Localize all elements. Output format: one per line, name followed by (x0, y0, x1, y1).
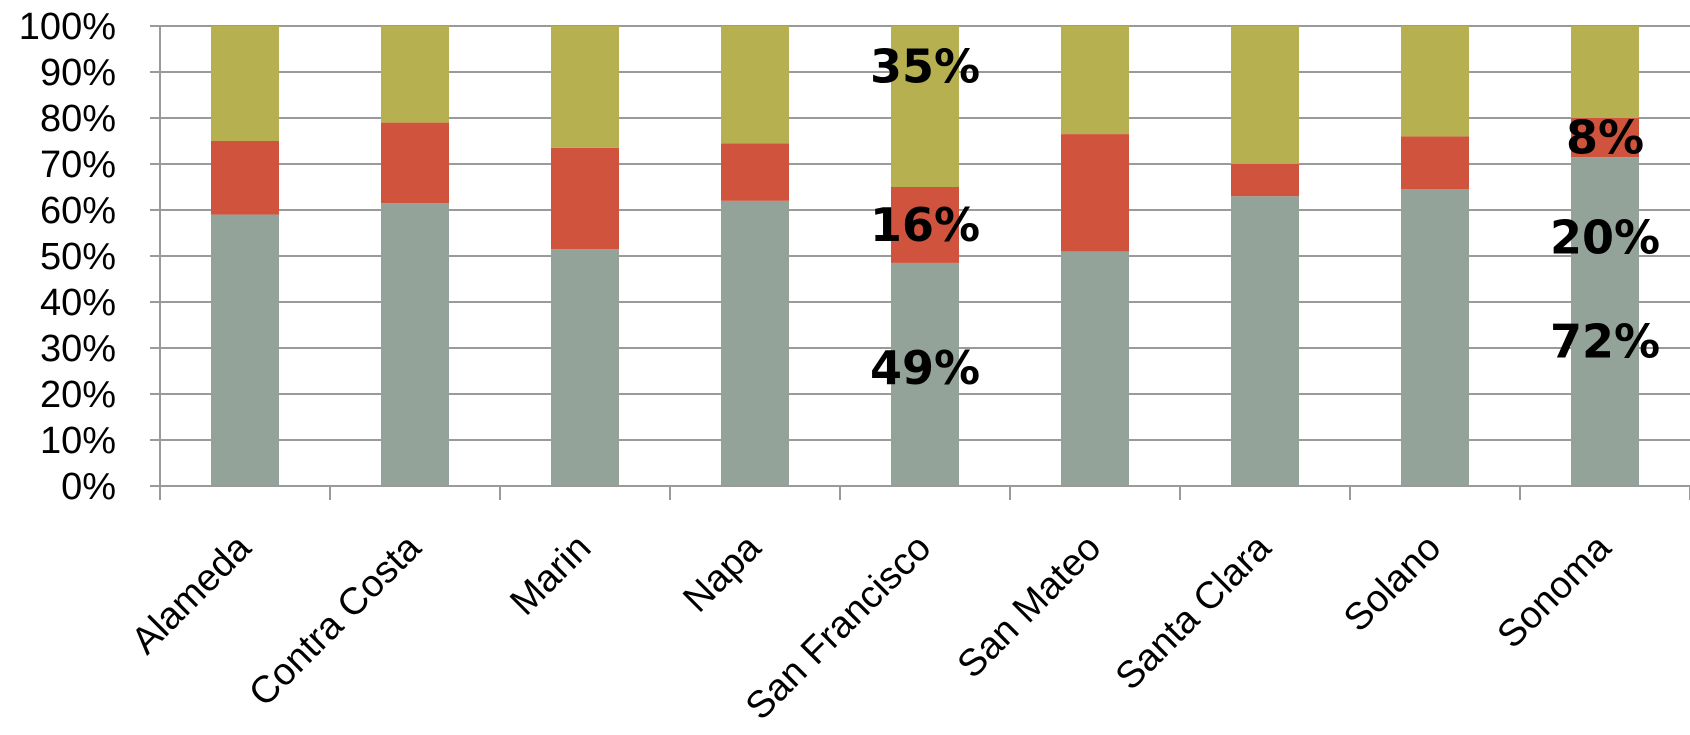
bar-segment (381, 26, 449, 123)
bar-segment (211, 214, 279, 486)
x-category-label: Napa (675, 526, 770, 621)
y-tick-label: 90% (40, 52, 116, 94)
bar-segment (1231, 26, 1299, 164)
data-label: 72% (1550, 314, 1660, 368)
y-tick-label: 100% (19, 6, 116, 48)
bar-segment (891, 187, 959, 263)
bar-segment (381, 122, 449, 204)
bar-segment (891, 26, 959, 187)
bar-segment (1571, 157, 1639, 486)
data-label: 20% (1550, 211, 1660, 265)
x-category-label: Sonoma (1490, 526, 1620, 656)
y-tick-label: 50% (40, 236, 116, 278)
y-tick-label: 40% (40, 282, 116, 324)
x-category-label: Contra Costa (241, 526, 430, 715)
bars (211, 26, 1639, 487)
bar-segment (1401, 136, 1469, 190)
bar-segment (721, 200, 789, 487)
y-tick-label: 80% (40, 98, 116, 140)
data-label: 16% (870, 198, 980, 252)
bar-segment (1061, 134, 1129, 252)
y-tick-label: 30% (40, 328, 116, 370)
bar-segment (551, 249, 619, 486)
bar-segment (551, 26, 619, 148)
bar-segment (1231, 164, 1299, 197)
bar-segment (211, 26, 279, 141)
bar-segment (1401, 189, 1469, 487)
x-category-label: Santa Clara (1108, 526, 1280, 698)
data-label: 49% (870, 341, 980, 395)
bar-segment (721, 143, 789, 201)
y-tick-label: 70% (40, 144, 116, 186)
x-category-label: Alameda (124, 526, 260, 662)
bar-segment (381, 203, 449, 486)
bar-segment (551, 147, 619, 250)
bar-segment (891, 262, 959, 486)
data-label: 35% (870, 39, 980, 93)
y-tick-label: 20% (40, 374, 116, 416)
data-label: 8% (1566, 111, 1644, 165)
y-tick-label: 10% (40, 420, 116, 462)
bar-segment (1571, 26, 1639, 118)
axes (150, 25, 1690, 500)
bar-segment (1061, 26, 1129, 135)
y-tick-label: 0% (61, 466, 116, 508)
bar-segment (1061, 251, 1129, 486)
x-category-label: Marin (502, 527, 599, 624)
bar-segment (1231, 196, 1299, 486)
bar-segment (721, 26, 789, 144)
x-category-label: San Mateo (950, 527, 1110, 687)
y-tick-label: 60% (40, 190, 116, 232)
bar-segment (1401, 26, 1469, 137)
bar-segment (211, 141, 279, 215)
bar-segment (1571, 118, 1639, 158)
x-category-label: Solano (1336, 527, 1449, 640)
